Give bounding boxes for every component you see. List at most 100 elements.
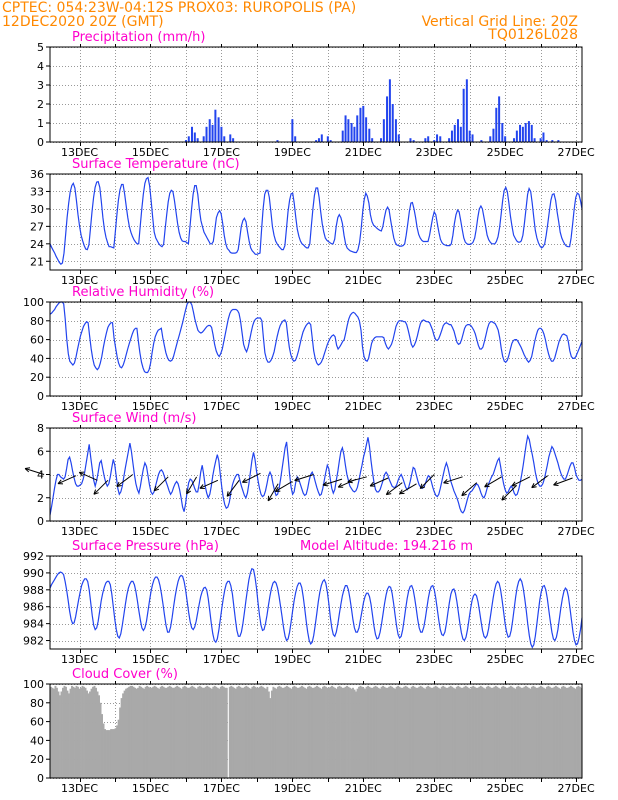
- cloud-cover-bar: [529, 688, 532, 778]
- grid: [50, 174, 582, 270]
- cloud-cover-bar: [254, 686, 257, 778]
- cloud-cover-bar: [494, 685, 497, 778]
- wind-arrow: [226, 480, 240, 497]
- series-line: [49, 567, 583, 649]
- cloud-cover-bar: [563, 686, 566, 778]
- cloud-cover-bar: [206, 685, 209, 778]
- cloud-cover-bar: [140, 686, 143, 778]
- cloud-cover-bar: [287, 686, 290, 778]
- x-tick-label: 15DEC: [132, 400, 169, 413]
- cloud-cover-bar: [188, 687, 191, 778]
- cloud-cover-bar: [385, 687, 388, 778]
- cloud-cover-bar: [66, 690, 69, 778]
- cloud-cover-bar: [182, 686, 185, 778]
- cloud-cover-bar: [463, 686, 466, 778]
- cloud-cover-bar: [320, 688, 323, 778]
- wind-arrow: [116, 474, 134, 487]
- precip-bar: [359, 107, 362, 142]
- cloud-cover-bar: [300, 685, 303, 778]
- precip-bar: [492, 128, 495, 142]
- cloud-cover-bar: [170, 686, 173, 778]
- cloud-cover-bar: [155, 686, 158, 778]
- cloud-cover-bar: [246, 686, 249, 778]
- cloud-cover-bar: [523, 686, 526, 778]
- x-tick-label: 15DEC: [132, 274, 169, 287]
- cloud-cover-bar: [422, 687, 425, 778]
- cloud-cover-bar: [147, 686, 150, 778]
- panel-frame: [49, 555, 583, 650]
- cloud-cover-bar: [267, 691, 270, 778]
- x-tick-label: 25DEC: [487, 400, 524, 413]
- wind-arrow: [199, 479, 219, 489]
- cloud-cover-bar: [308, 685, 311, 778]
- cloud-cover-bar: [382, 685, 385, 778]
- x-tick-label: 13DEC: [61, 525, 98, 538]
- cloud-cover-bar: [126, 687, 129, 778]
- cloud-cover-bars: [50, 685, 583, 778]
- wind-arrowhead: [186, 488, 192, 495]
- cloud-cover-bar: [505, 687, 508, 778]
- cloud-cover-bar: [263, 687, 266, 778]
- cloud-cover-bar: [368, 686, 371, 778]
- cloud-cover-bar: [515, 686, 518, 778]
- x-tick-label: 13DEC: [61, 274, 98, 287]
- cloud-cover-bar: [269, 698, 272, 778]
- cloud-cover-bar: [185, 686, 188, 778]
- cloud-cover-bar: [177, 686, 180, 778]
- cloud-cover-bar: [201, 687, 204, 778]
- cloud-cover-bar: [443, 686, 446, 778]
- cloud-cover-bar: [164, 687, 167, 778]
- cloud-cover-bar: [75, 685, 78, 778]
- x-tick-label: 13DEC: [61, 782, 98, 795]
- x-tick-label: 21DEC: [345, 653, 382, 666]
- cloud-cover-bar: [63, 685, 66, 778]
- precip-bar: [397, 134, 400, 142]
- x-tick-label: 19DEC: [274, 525, 311, 538]
- cloud-cover-bar: [234, 688, 237, 778]
- cloud-cover-bar: [556, 686, 559, 778]
- cloud-cover-bar: [194, 687, 197, 778]
- cloud-cover-bar: [273, 687, 276, 778]
- cloud-cover-bar: [452, 687, 455, 778]
- wind-arrow: [461, 482, 478, 497]
- x-tick-label: 19DEC: [274, 400, 311, 413]
- panel-annotation: Model Altitude: 194.216 m: [300, 539, 473, 554]
- precip-bar: [489, 136, 492, 142]
- cloud-cover-bar: [436, 686, 439, 778]
- cloud-cover-bar: [233, 687, 236, 778]
- cloud-cover-bar: [524, 685, 527, 778]
- cloud-cover-bar: [509, 685, 512, 778]
- cloud-cover-bar: [470, 686, 473, 778]
- y-tick-label: 8: [37, 422, 44, 435]
- cloud-cover-bar: [162, 686, 165, 778]
- cloud-cover-bar: [526, 686, 529, 778]
- cloud-cover-bar: [350, 688, 353, 778]
- precip-bar: [515, 130, 518, 142]
- cloud-cover-bar: [59, 695, 61, 778]
- x-tick-label: 27DEC: [558, 146, 595, 159]
- wind-arrowhead: [78, 471, 85, 477]
- wind-arrowhead: [501, 495, 507, 501]
- cloud-cover-bar: [538, 686, 541, 778]
- wind-arrowhead: [511, 481, 517, 487]
- cloud-cover-bar: [379, 688, 382, 778]
- precip-bar: [320, 134, 323, 142]
- cloud-cover-bar: [156, 687, 159, 778]
- cloud-cover-bar: [239, 686, 242, 778]
- cloud-cover-bar: [222, 686, 225, 778]
- precip-bar: [471, 134, 474, 142]
- wind-arrowhead: [24, 467, 31, 473]
- cloud-cover-bar: [243, 686, 246, 778]
- cloud-cover-bar: [90, 688, 93, 778]
- x-tick-label: 17DEC: [203, 400, 240, 413]
- y-tick-label: 982: [23, 635, 44, 648]
- precip-bar: [519, 124, 522, 142]
- x-tick-label: 23DEC: [416, 782, 453, 795]
- precip-bar: [465, 79, 468, 142]
- cloud-cover-bar: [545, 686, 548, 778]
- cloud-cover-bar: [454, 688, 457, 778]
- precip-bar: [533, 138, 536, 142]
- cloud-cover-bar: [81, 685, 84, 778]
- cloud-cover-bar: [275, 688, 278, 778]
- cloud-cover-bar: [215, 686, 218, 778]
